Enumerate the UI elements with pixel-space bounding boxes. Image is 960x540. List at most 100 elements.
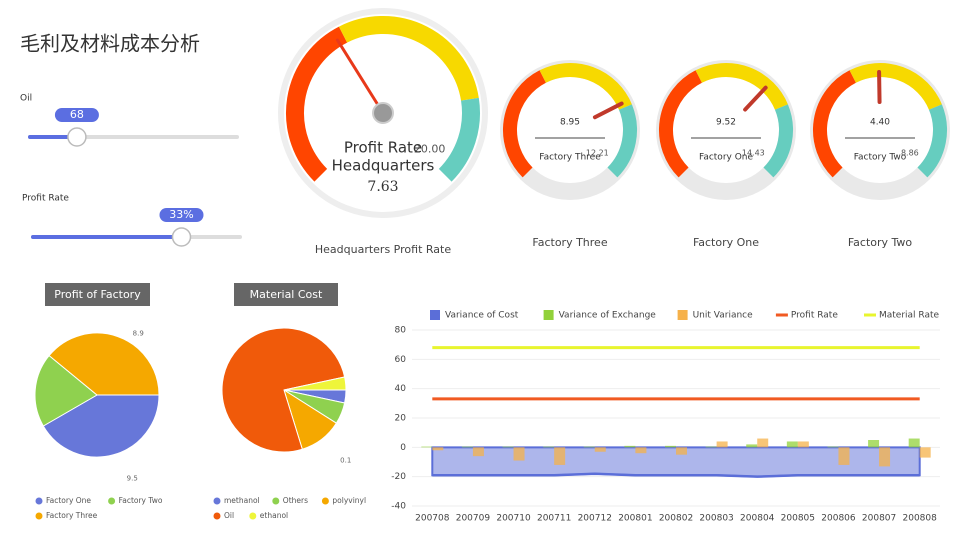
x-tick-label: 200808 [903, 514, 938, 524]
bar [716, 441, 728, 448]
gauge-inner [517, 77, 623, 183]
gauge-band [503, 70, 547, 178]
bar [594, 447, 606, 452]
slider-knob[interactable] [67, 127, 87, 147]
gauge-title: Headquarters [332, 157, 435, 175]
gauge-max: 20.00 [414, 143, 446, 156]
gauge-pointer [743, 85, 768, 112]
legend-swatch [543, 310, 554, 320]
gauge-band [695, 63, 788, 110]
bar [513, 447, 525, 461]
legend-label: Factory One [46, 496, 91, 505]
slider-knob[interactable] [171, 227, 192, 247]
legend-swatch [430, 310, 440, 320]
bar [757, 438, 769, 448]
gauge-pointer [592, 101, 624, 120]
y-tick-label: 0 [400, 443, 406, 453]
gauge-band [813, 70, 857, 178]
x-tick-label: 200807 [862, 514, 896, 524]
gauge-title: Factory Two [854, 153, 907, 163]
gauge-label: Factory Three [532, 236, 607, 249]
gauge-max: 12.21 [586, 148, 609, 157]
legend-swatch [35, 512, 43, 520]
y-tick-label: -20 [391, 472, 406, 482]
bar [421, 446, 433, 448]
pie-slice [283, 376, 347, 391]
bar [827, 446, 839, 448]
gauge-value: 9.52 [716, 118, 736, 128]
slider-value: 68 [70, 108, 84, 121]
bar [746, 444, 758, 448]
bar [838, 447, 850, 465]
pie-title: Profit of Factory [54, 288, 141, 301]
bar [543, 446, 555, 448]
legend-label: Oil [224, 511, 234, 520]
bar [665, 445, 676, 448]
bar [705, 446, 717, 448]
slider-label: Profit Rate [22, 194, 69, 204]
gauge-label: Factory One [693, 236, 759, 249]
gauge-band [659, 70, 703, 178]
x-tick-label: 200803 [699, 514, 733, 524]
legend-swatch [249, 512, 257, 520]
legend-label: methanol [224, 496, 260, 505]
bar [908, 438, 920, 448]
legend-label: ethanol [260, 511, 288, 520]
slider-badge [54, 108, 99, 122]
bar [432, 447, 444, 451]
bar [786, 441, 798, 448]
pie-label: 9.5 [127, 474, 138, 482]
bar [635, 447, 647, 454]
gauge-band [338, 16, 479, 101]
legend-label: polyvinyl [332, 496, 366, 505]
bar [797, 441, 809, 448]
y-tick-label: 80 [395, 326, 407, 336]
gauge-band [539, 63, 632, 110]
x-tick-label: 200804 [740, 514, 775, 524]
legend-label: Factory Two [119, 496, 163, 505]
gauge-value: 8.95 [560, 118, 580, 128]
x-tick-label: 200709 [456, 514, 491, 524]
gauge-band [917, 104, 947, 178]
gauge-band [438, 97, 480, 182]
pie-label: 0.1 [340, 456, 351, 464]
legend-label: Factory Three [46, 511, 98, 520]
pie-title: Material Cost [250, 288, 323, 301]
legend-swatch [35, 497, 43, 505]
bar [472, 447, 484, 457]
y-tick-label: -40 [391, 502, 406, 512]
bar [624, 445, 636, 448]
x-tick-label: 200708 [415, 514, 450, 524]
y-tick-label: 40 [395, 384, 407, 394]
slider-value: 33% [169, 208, 193, 221]
legend-label: Unit Variance [693, 311, 754, 321]
gauge-band [607, 104, 637, 178]
gauge-band [286, 26, 348, 182]
pie-title-box [234, 283, 338, 306]
area-line [432, 472, 920, 478]
pie-title-box [45, 283, 150, 306]
legend-swatch [108, 497, 116, 505]
legend-label: Profit Rate [791, 311, 838, 321]
pie-slice [221, 327, 346, 453]
bar [583, 446, 595, 448]
pie-slice [34, 354, 98, 427]
legend-swatch [677, 310, 688, 320]
gauge-hub [372, 102, 394, 124]
legend-swatch [213, 512, 221, 520]
x-tick-label: 200712 [578, 514, 612, 524]
gauge-title: Factory One [699, 153, 754, 163]
bar [461, 446, 473, 448]
gauge-ring [278, 8, 488, 218]
x-tick-label: 200710 [496, 514, 531, 524]
y-tick-label: 20 [395, 414, 407, 424]
legend-label: Others [283, 496, 308, 505]
gauge-value: 4.40 [870, 118, 890, 128]
gauge-title: Factory Three [539, 153, 601, 163]
pie-slice [42, 394, 160, 458]
legend-swatch [213, 497, 221, 505]
gauge-band [849, 63, 942, 110]
x-tick-label: 200806 [821, 514, 856, 524]
gauge-label: Factory Two [848, 236, 913, 249]
